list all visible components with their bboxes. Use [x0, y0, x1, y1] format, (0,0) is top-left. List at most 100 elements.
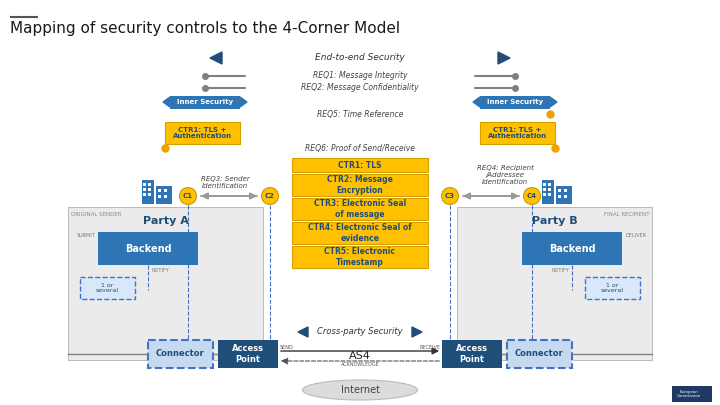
Bar: [548, 183, 551, 186]
Text: CTR1: TLS: CTR1: TLS: [338, 160, 382, 170]
Bar: [548, 193, 551, 196]
Circle shape: [523, 188, 541, 205]
Bar: [148, 183, 151, 186]
Bar: [165, 122, 240, 144]
Text: CTR2: Message
Encryption: CTR2: Message Encryption: [327, 175, 393, 195]
Polygon shape: [163, 97, 170, 107]
Text: European
Commission: European Commission: [677, 390, 701, 398]
Bar: [80, 277, 135, 299]
Bar: [548, 188, 551, 191]
Text: REQ6: Proof of Send/Receive: REQ6: Proof of Send/Receive: [305, 143, 415, 153]
Polygon shape: [550, 97, 557, 107]
Bar: [143, 193, 146, 196]
Text: FINAL RECIPIENT: FINAL RECIPIENT: [603, 212, 649, 217]
Bar: [556, 186, 572, 204]
Text: Inner Security: Inner Security: [487, 99, 543, 105]
Polygon shape: [473, 97, 480, 107]
Text: RECEIVE: RECEIVE: [419, 345, 440, 350]
Text: CTR1: TLS +
Authentication: CTR1: TLS + Authentication: [488, 126, 547, 139]
Bar: [292, 174, 428, 196]
Bar: [148, 340, 213, 368]
Ellipse shape: [302, 380, 418, 400]
Text: CTR5: Electronic
Timestamp: CTR5: Electronic Timestamp: [325, 247, 395, 267]
Text: C3: C3: [445, 193, 455, 199]
Text: Access
Point: Access Point: [232, 344, 264, 364]
Text: SEND: SEND: [280, 345, 294, 350]
Polygon shape: [240, 97, 247, 107]
Polygon shape: [498, 52, 510, 64]
Text: CTR3: Electronic Seal
of message: CTR3: Electronic Seal of message: [314, 199, 406, 219]
Polygon shape: [412, 327, 422, 337]
Text: AS4: AS4: [349, 351, 371, 361]
Bar: [292, 222, 428, 244]
Bar: [218, 340, 278, 368]
Text: C4: C4: [527, 193, 537, 199]
Bar: [292, 246, 428, 268]
Circle shape: [261, 188, 279, 205]
Bar: [156, 186, 172, 204]
Text: Party A: Party A: [143, 216, 189, 226]
Text: SUBMIT: SUBMIT: [76, 233, 95, 238]
Bar: [543, 193, 546, 196]
Text: Connector: Connector: [156, 350, 204, 358]
Bar: [158, 189, 161, 192]
Bar: [142, 180, 154, 204]
Bar: [564, 189, 567, 192]
Text: Mapping of security controls to the 4-Corner Model: Mapping of security controls to the 4-Co…: [10, 21, 400, 36]
Text: Cross-party Security: Cross-party Security: [318, 328, 402, 337]
Bar: [672, 386, 712, 402]
Text: NOTIFY: NOTIFY: [552, 268, 569, 273]
Bar: [164, 195, 167, 198]
Bar: [564, 195, 567, 198]
Bar: [170, 96, 240, 109]
Bar: [543, 188, 546, 191]
Text: NOTIFY: NOTIFY: [151, 268, 168, 273]
Bar: [68, 207, 263, 360]
Bar: [543, 183, 546, 186]
Text: REQ1: Message Integrity: REQ1: Message Integrity: [312, 72, 408, 81]
Circle shape: [179, 188, 197, 205]
Bar: [442, 340, 502, 368]
Text: Inner Security: Inner Security: [177, 99, 233, 105]
Text: REQ5: Time Reference: REQ5: Time Reference: [317, 109, 403, 119]
Polygon shape: [210, 52, 222, 64]
Bar: [522, 232, 622, 265]
Bar: [292, 158, 428, 172]
Text: Connector: Connector: [515, 350, 563, 358]
Circle shape: [441, 188, 459, 205]
Bar: [148, 193, 151, 196]
Bar: [480, 96, 550, 109]
Text: REQ2: Message Confidentiality: REQ2: Message Confidentiality: [301, 83, 419, 92]
Bar: [558, 189, 561, 192]
Bar: [507, 340, 572, 368]
Text: Internet: Internet: [341, 385, 379, 395]
Polygon shape: [298, 327, 308, 337]
Text: C2: C2: [265, 193, 275, 199]
Text: ACKNOWLEDGE: ACKNOWLEDGE: [341, 362, 379, 367]
Bar: [143, 188, 146, 191]
Text: CTR1: TLS +
Authentication: CTR1: TLS + Authentication: [173, 126, 232, 139]
Bar: [457, 207, 652, 360]
Text: 1 or
several: 1 or several: [600, 283, 624, 293]
Bar: [480, 122, 555, 144]
Bar: [98, 232, 198, 265]
Text: End-to-end Security: End-to-end Security: [315, 53, 405, 62]
Bar: [143, 183, 146, 186]
Text: Backend: Backend: [549, 243, 595, 254]
Text: Access
Point: Access Point: [456, 344, 488, 364]
Text: REQ4: Recipient
/Addressee
Identification: REQ4: Recipient /Addressee Identificatio…: [477, 165, 534, 185]
Text: Party B: Party B: [531, 216, 577, 226]
Text: Backend: Backend: [125, 243, 171, 254]
Text: 1 or
several: 1 or several: [96, 283, 119, 293]
Bar: [164, 189, 167, 192]
Text: DELIVER: DELIVER: [625, 233, 646, 238]
Bar: [542, 180, 554, 204]
Text: ORIGINAL SENDER: ORIGINAL SENDER: [71, 212, 122, 217]
Bar: [292, 198, 428, 220]
Text: CTR4: Electronic Seal of
evidence: CTR4: Electronic Seal of evidence: [308, 223, 412, 243]
Bar: [558, 195, 561, 198]
Bar: [158, 195, 161, 198]
Text: REQ3: Sender
Identification: REQ3: Sender Identification: [201, 175, 249, 188]
Text: C1: C1: [183, 193, 193, 199]
Bar: [148, 188, 151, 191]
